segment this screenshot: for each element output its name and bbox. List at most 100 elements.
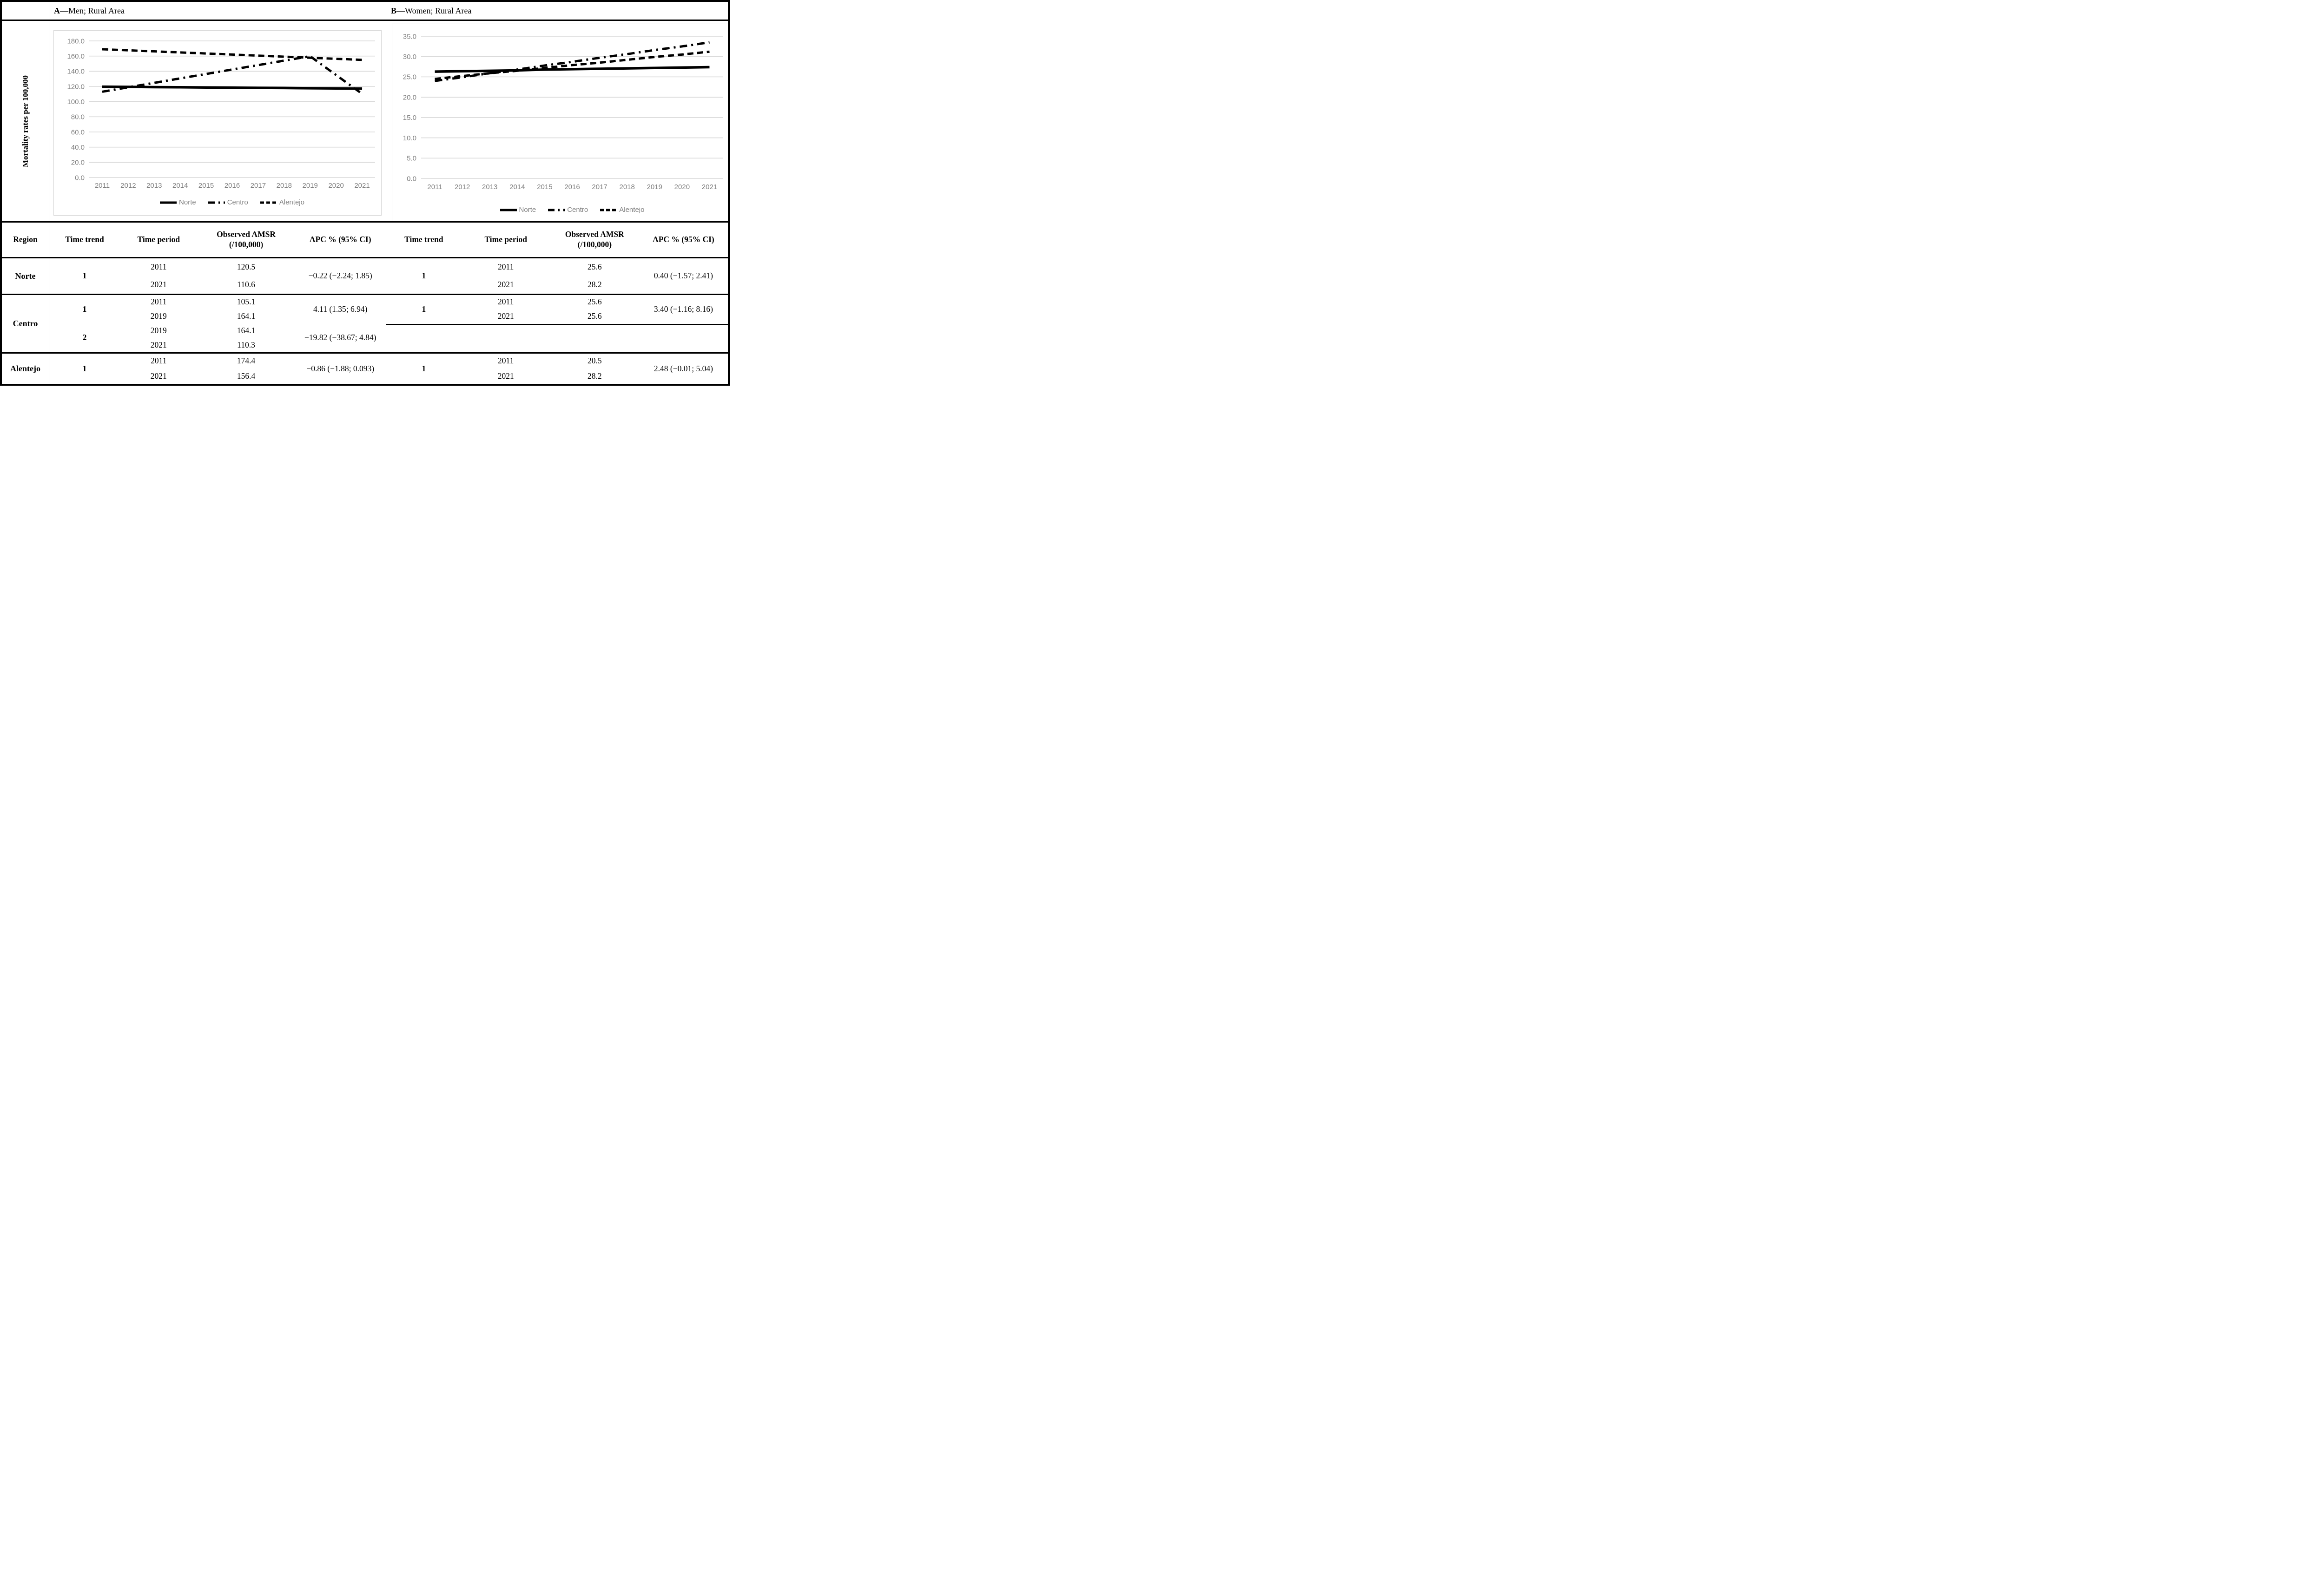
time-trend-value: 1 — [422, 363, 426, 373]
legend-label: Alentejo — [279, 198, 304, 206]
observed-amsr-value: 25.6 — [588, 297, 602, 307]
legend-line-sample — [548, 209, 565, 211]
observed-amsr-value: 25.6 — [588, 262, 602, 272]
legend-item-centro: Centro — [208, 198, 248, 206]
series-line-alentejo — [435, 50, 710, 80]
observed-amsr-value: 164.1 — [237, 325, 256, 335]
legend-line-sample — [208, 201, 225, 204]
y-tick-label: 60.0 — [71, 128, 85, 136]
chart-women-rural: 0.0 5.0 10.0 15.0 20.0 25.0 30.0 35.0 2011 2012 20… — [392, 24, 728, 221]
x-tick-label: 2015 — [537, 183, 552, 191]
x-tick-label: 2017 — [592, 183, 607, 191]
series-line-alentejo — [102, 48, 363, 61]
time-period-value: 2011 — [151, 262, 167, 272]
observed-amsr-value: 28.2 — [588, 280, 602, 289]
apc-value: 4.11 (1.35; 6.94) — [313, 304, 368, 314]
observed-amsr-value: 110.3 — [237, 340, 255, 349]
observed-amsr-value: 156.4 — [237, 371, 256, 381]
x-tick-label: 2012 — [455, 183, 470, 191]
legend-line-sample — [260, 201, 277, 204]
region-label: Norte — [2, 258, 49, 295]
y-tick-label: 5.0 — [407, 155, 416, 163]
time-trend-value: 1 — [422, 271, 426, 281]
header-time-period: Time period — [484, 235, 528, 244]
panel-a-title: A —Men; Rural Area — [49, 2, 386, 21]
time-period-value: 2021 — [497, 371, 514, 381]
panel-b-title-text: —Women; Rural Area — [396, 6, 472, 15]
time-period-value: 2021 — [150, 340, 167, 349]
title-row-region-spacer — [2, 2, 49, 21]
y-tick-label: 20.0 — [403, 93, 416, 101]
x-tick-label: 2019 — [303, 182, 318, 190]
y-tick-label: 180.0 — [67, 37, 85, 45]
x-tick-label: 2012 — [120, 182, 136, 190]
table-row-panel-b: 1 2011 20.5 2021 28.2 2.48 (−0.01; 5.04) — [386, 354, 728, 384]
legend-line-sample — [600, 209, 617, 211]
y-tick-label: 15.0 — [403, 114, 416, 122]
y-tick-label: 80.0 — [71, 113, 85, 121]
time-trend-value: 1 — [82, 271, 87, 281]
apc-value: −0.86 (−1.88; 0.093) — [306, 363, 375, 373]
row-divider — [386, 323, 728, 325]
time-period-value: 2021 — [497, 311, 514, 321]
y-tick-label: 25.0 — [403, 73, 416, 81]
x-tick-label: 2014 — [172, 182, 188, 190]
legend-item-norte: Norte — [500, 206, 536, 214]
legend-item-alentejo: Alentejo — [600, 206, 644, 214]
observed-amsr-value: 105.1 — [237, 297, 256, 307]
time-period-value: 2019 — [150, 325, 167, 335]
time-period-value: 2011 — [151, 297, 167, 307]
time-period-value: 2011 — [498, 356, 514, 366]
y-tick-label: 0.0 — [407, 175, 416, 183]
header-time-period: Time period — [137, 235, 180, 244]
figure-joinpoint-mortality: A —Men; Rural Area B —Women; Rural Area Mo… — [0, 0, 730, 386]
observed-amsr-value: 110.6 — [237, 280, 255, 289]
region-label: Alentejo — [2, 354, 49, 384]
x-tick-label: 2020 — [674, 183, 690, 191]
observed-amsr-value: 28.2 — [588, 371, 602, 381]
time-trend-value: 1 — [422, 304, 426, 314]
y-tick-label: 100.0 — [67, 98, 85, 106]
legend-label: Centro — [227, 198, 248, 206]
y-tick-label: 160.0 — [67, 53, 85, 60]
x-tick-label: 2011 — [427, 183, 442, 191]
time-trend-value: 2 — [82, 333, 87, 342]
line-chart-svg: 0.0 5.0 10.0 15.0 20.0 25.0 30.0 35.0 2011 2012 20… — [403, 33, 723, 191]
legend-item-alentejo: Alentejo — [260, 198, 304, 206]
x-tick-label: 2018 — [619, 183, 634, 191]
x-tick-label: 2019 — [647, 183, 662, 191]
x-tick-label: 2016 — [224, 182, 240, 190]
legend-label: Centro — [567, 206, 588, 214]
time-trend-value: 1 — [82, 363, 87, 373]
y-axis-title-cell: Mortality rates per 100,000 — [2, 21, 49, 223]
x-tick-label: 2016 — [564, 183, 580, 191]
table-row-panel-a: 1 2011 174.4 2021 156.4 −0.86 (−1.88; 0.093) — [49, 354, 386, 384]
y-tick-label: 10.0 — [403, 134, 416, 142]
header-observed-amsr: Observed AMSR (/100,000) — [217, 230, 276, 249]
table-row-panel-a: 1 2011 120.5 2021 110.6 −0.22 (−2.24; 1.85) — [49, 258, 386, 295]
panel-b-title: B —Women; Rural Area — [386, 2, 728, 21]
series-line-centro — [435, 41, 710, 82]
chart-b-cell: 0.0 5.0 10.0 15.0 20.0 25.0 30.0 35.0 2011 2012 20… — [386, 21, 728, 223]
y-axis-title: Mortality rates per 100,000 — [20, 75, 30, 167]
time-period-value: 2011 — [151, 356, 167, 366]
chart-men-rural: 0.0 20.0 40.0 60.0 80.0 100.0 120.0 140.0 160.0 1… — [53, 30, 382, 216]
header-panel-a: Time trend Time period Observed AMSR (/100,… — [49, 223, 386, 258]
x-tick-label: 2021 — [354, 182, 370, 190]
y-tick-label: 20.0 — [71, 159, 85, 167]
legend-item-norte: Norte — [160, 198, 196, 206]
time-period-value: 2021 — [150, 371, 167, 381]
legend-line-sample — [500, 209, 517, 211]
x-tick-label: 2013 — [146, 182, 162, 190]
panel-a-title-text: —Men; Rural Area — [60, 6, 125, 15]
apc-value: 0.40 (−1.57; 2.41) — [654, 271, 713, 281]
x-tick-label: 2020 — [328, 182, 343, 190]
region-label: Centro — [2, 295, 49, 354]
header-observed-amsr: Observed AMSR (/100,000) — [565, 230, 624, 249]
chart-a-cell: 0.0 20.0 40.0 60.0 80.0 100.0 120.0 140.0 160.0 1… — [49, 21, 386, 223]
apc-value: −19.82 (−38.67; 4.84) — [304, 333, 376, 342]
apc-value: 2.48 (−0.01; 5.04) — [654, 363, 713, 373]
observed-amsr-value: 20.5 — [588, 356, 602, 366]
chart-legend: Norte Centro Alentejo — [89, 198, 375, 206]
table-row-panel-b: 1 2011 25.6 2021 25.6 3.40 (−1.16; 8.16) — [386, 295, 728, 354]
